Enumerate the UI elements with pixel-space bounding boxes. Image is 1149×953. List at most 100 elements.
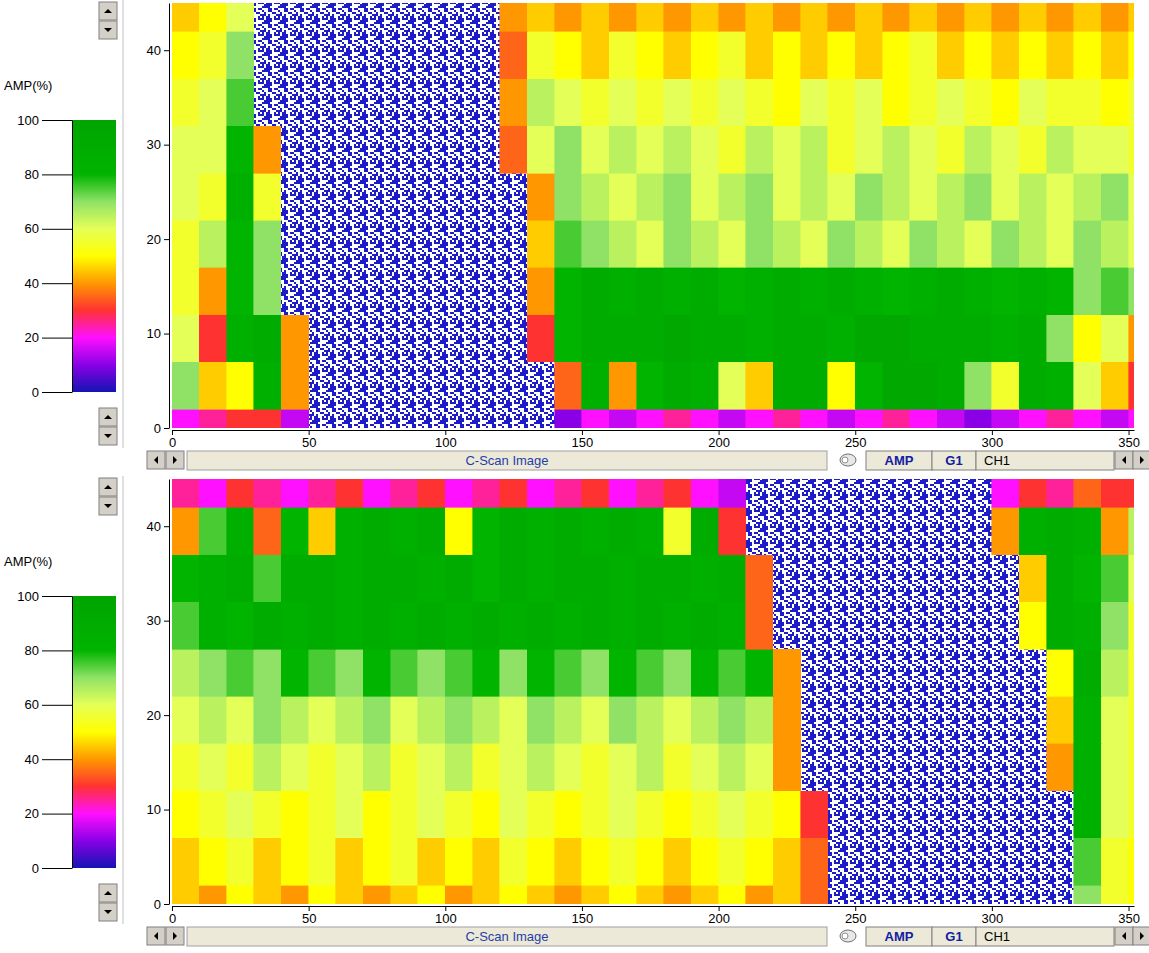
cell <box>309 362 336 409</box>
cell <box>445 267 472 314</box>
button-face[interactable] <box>99 2 117 20</box>
button-arrow[interactable] <box>104 415 112 419</box>
tab-face[interactable] <box>976 451 1114 470</box>
button-arrow[interactable] <box>154 932 158 940</box>
cell <box>473 31 500 78</box>
button-face[interactable] <box>1115 927 1133 945</box>
button-face[interactable] <box>99 427 117 445</box>
tab-button[interactable]: AMP <box>866 927 932 946</box>
cell <box>336 838 363 885</box>
tab-face[interactable] <box>866 451 932 470</box>
button-face[interactable] <box>99 884 117 902</box>
scroll-button[interactable] <box>147 927 165 945</box>
color-bar-title: AMP(%) <box>4 78 52 93</box>
scroll-button[interactable] <box>99 497 117 515</box>
button-arrow[interactable] <box>104 891 112 895</box>
scroll-button[interactable] <box>99 2 117 20</box>
button-face[interactable] <box>99 478 117 496</box>
button-arrow[interactable] <box>173 456 177 464</box>
y-tick-mark <box>164 526 169 527</box>
cell <box>281 555 308 602</box>
tab-face[interactable] <box>932 927 976 946</box>
tab-button[interactable]: G1 <box>932 927 976 946</box>
button-face[interactable] <box>99 408 117 426</box>
scroll-button[interactable] <box>166 451 184 469</box>
cell <box>801 79 828 126</box>
scroll-button[interactable] <box>99 427 117 445</box>
x-tick: 350 <box>1118 430 1140 450</box>
tab-label[interactable]: G1 <box>945 453 962 468</box>
tab-label[interactable]: CH1 <box>984 929 1010 944</box>
x-tick: 200 <box>708 906 730 926</box>
button-face[interactable] <box>1133 451 1149 469</box>
tab-button[interactable]: CH1 <box>976 927 1114 946</box>
scroll-button[interactable] <box>1115 451 1133 469</box>
scroll-button[interactable] <box>99 903 117 921</box>
button-arrow[interactable] <box>1122 456 1126 464</box>
scroll-button[interactable] <box>1133 451 1149 469</box>
button-face[interactable] <box>1115 451 1133 469</box>
button-arrow[interactable] <box>173 932 177 940</box>
button-face[interactable] <box>99 903 117 921</box>
button-arrow[interactable] <box>104 434 112 438</box>
cell <box>172 315 199 362</box>
button-face[interactable] <box>147 451 165 469</box>
cell <box>1101 126 1128 173</box>
button-face[interactable] <box>1133 927 1149 945</box>
button-arrow[interactable] <box>1140 932 1144 940</box>
button-face[interactable] <box>166 451 184 469</box>
tab-face[interactable] <box>932 451 976 470</box>
scroll-button[interactable] <box>99 21 117 39</box>
cell <box>281 126 308 173</box>
tab-button[interactable]: G1 <box>932 451 976 470</box>
cell <box>992 31 1019 78</box>
tab-face[interactable] <box>976 927 1114 946</box>
tab-button[interactable]: AMP <box>866 451 932 470</box>
cell <box>445 126 472 173</box>
button-arrow[interactable] <box>104 485 112 489</box>
y-tick: 40 <box>147 519 169 534</box>
cell <box>473 602 500 649</box>
y-tick: 30 <box>147 613 169 628</box>
cell <box>172 79 199 126</box>
cell <box>691 79 718 126</box>
button-arrow[interactable] <box>104 9 112 13</box>
tab-label[interactable]: CH1 <box>984 453 1010 468</box>
scroll-button[interactable] <box>1115 927 1133 945</box>
cell <box>773 479 800 507</box>
cell <box>664 479 691 507</box>
scroll-button[interactable] <box>99 478 117 496</box>
button-arrow[interactable] <box>104 28 112 32</box>
tab-face[interactable] <box>866 927 932 946</box>
cell <box>1047 791 1074 838</box>
scroll-button[interactable] <box>166 927 184 945</box>
scroll-button[interactable] <box>99 884 117 902</box>
toggle-knob[interactable] <box>842 933 848 939</box>
toggle-icon[interactable] <box>840 930 856 942</box>
tab-label[interactable]: AMP <box>885 453 914 468</box>
toggle-knob[interactable] <box>842 457 848 463</box>
cell <box>418 173 445 220</box>
tab-label[interactable]: G1 <box>945 929 962 944</box>
button-face[interactable] <box>99 497 117 515</box>
tab-button[interactable]: CH1 <box>976 451 1114 470</box>
toggle-icon[interactable] <box>840 454 856 466</box>
tab-label[interactable]: AMP <box>885 929 914 944</box>
cell <box>445 555 472 602</box>
cell <box>199 507 226 554</box>
scroll-button[interactable] <box>147 451 165 469</box>
cell <box>828 220 855 267</box>
button-arrow[interactable] <box>154 456 158 464</box>
button-face[interactable] <box>147 927 165 945</box>
scroll-button[interactable] <box>99 408 117 426</box>
cell <box>855 31 882 78</box>
button-face[interactable] <box>99 21 117 39</box>
button-arrow[interactable] <box>1140 456 1144 464</box>
scroll-button[interactable] <box>1133 927 1149 945</box>
cell <box>281 173 308 220</box>
color-bar-tick-label: 0 <box>32 861 39 876</box>
button-face[interactable] <box>166 927 184 945</box>
button-arrow[interactable] <box>104 504 112 508</box>
button-arrow[interactable] <box>104 910 112 914</box>
button-arrow[interactable] <box>1122 932 1126 940</box>
